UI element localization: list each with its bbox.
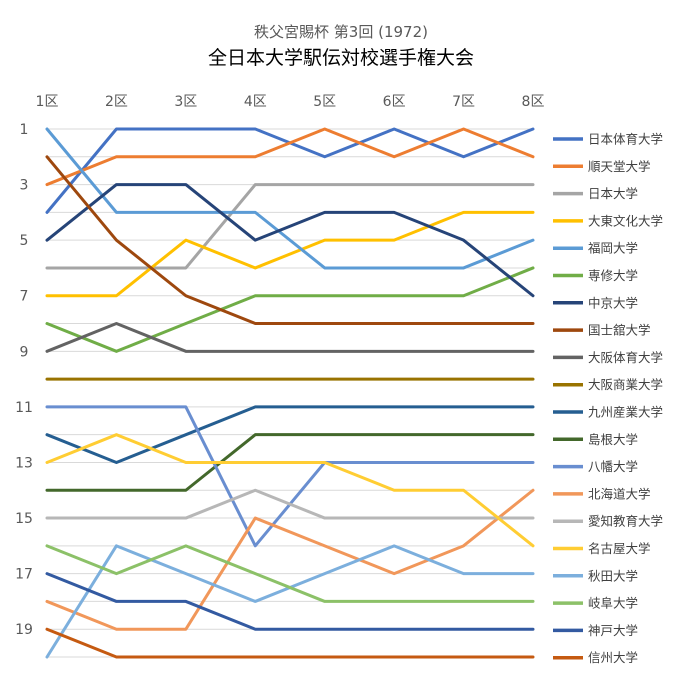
x-tick-label: 2区 xyxy=(105,94,128,110)
legend: 日本体育大学順天堂大学日本大学大東文化大学福岡大学専修大学中京大学国士舘大学大阪… xyxy=(553,132,663,665)
series-line xyxy=(45,405,535,548)
legend-label: 八幡大学 xyxy=(588,459,638,474)
series-line xyxy=(45,572,535,631)
x-tick-label: 6区 xyxy=(383,94,406,110)
legend-label: 中京大学 xyxy=(588,295,638,310)
x-tick-label: 3区 xyxy=(174,94,197,110)
x-tick-label: 4区 xyxy=(244,94,267,110)
series-line xyxy=(45,627,535,659)
legend-label: 愛知教育大学 xyxy=(588,514,663,529)
legend-label: 順天堂大学 xyxy=(588,159,651,174)
chart-title: 秩父宮賜杯 第3回 (1972) xyxy=(254,23,428,41)
x-tick-label: 1区 xyxy=(36,94,59,110)
series-line xyxy=(45,210,535,298)
y-tick-label: 3 xyxy=(20,178,29,194)
legend-label: 島根大学 xyxy=(588,432,638,447)
legend-label: 大阪商業大学 xyxy=(588,377,663,392)
legend-label: 秋田大学 xyxy=(588,568,638,583)
y-tick-label: 13 xyxy=(15,455,33,471)
series-line xyxy=(45,433,535,548)
legend-label: 神戸大学 xyxy=(588,623,638,638)
legend-label: 九州産業大学 xyxy=(588,405,663,420)
legend-label: 信州大学 xyxy=(588,650,638,665)
x-tick-label: 8区 xyxy=(522,94,545,110)
series-line xyxy=(45,127,535,187)
legend-label: 国士舘大学 xyxy=(588,323,651,338)
series-line xyxy=(45,433,535,492)
series-line xyxy=(45,155,535,326)
series-line xyxy=(45,183,535,270)
y-tick-label: 1 xyxy=(20,122,29,138)
x-tick-label: 7区 xyxy=(452,94,475,110)
y-tick-label: 17 xyxy=(15,567,33,583)
series-line xyxy=(45,266,535,353)
series-line xyxy=(45,488,535,631)
legend-label: 岐阜大学 xyxy=(588,596,638,611)
x-tick-label: 5区 xyxy=(313,94,336,110)
series-line xyxy=(45,127,535,270)
y-tick-label: 7 xyxy=(20,289,29,305)
legend-label: 日本大学 xyxy=(588,186,638,201)
series-line xyxy=(45,183,535,298)
series-line xyxy=(45,544,535,603)
legend-label: 専修大学 xyxy=(588,268,638,283)
series-line xyxy=(45,405,535,464)
legend-label: 大阪体育大学 xyxy=(588,350,663,365)
series-line xyxy=(45,322,535,353)
y-tick-label: 11 xyxy=(15,400,33,416)
legend-label: 福岡大学 xyxy=(588,241,638,256)
gridlines xyxy=(47,128,533,658)
legend-label: 北海道大学 xyxy=(588,486,651,501)
series-lines xyxy=(45,127,535,659)
x-axis-ticks: 1区 2区 3区 4区 5区 6区 7区 8区 xyxy=(36,94,545,110)
legend-label: 日本体育大学 xyxy=(588,132,663,147)
chart-subtitle: 全日本大学駅伝対校選手権大会 xyxy=(208,47,474,69)
y-tick-label: 15 xyxy=(15,511,33,527)
y-tick-label: 9 xyxy=(20,344,29,360)
legend-label: 大東文化大学 xyxy=(588,213,663,228)
y-tick-label: 5 xyxy=(20,233,29,249)
y-tick-label: 19 xyxy=(15,622,33,638)
legend-label: 名古屋大学 xyxy=(588,541,651,556)
series-line xyxy=(45,488,535,520)
